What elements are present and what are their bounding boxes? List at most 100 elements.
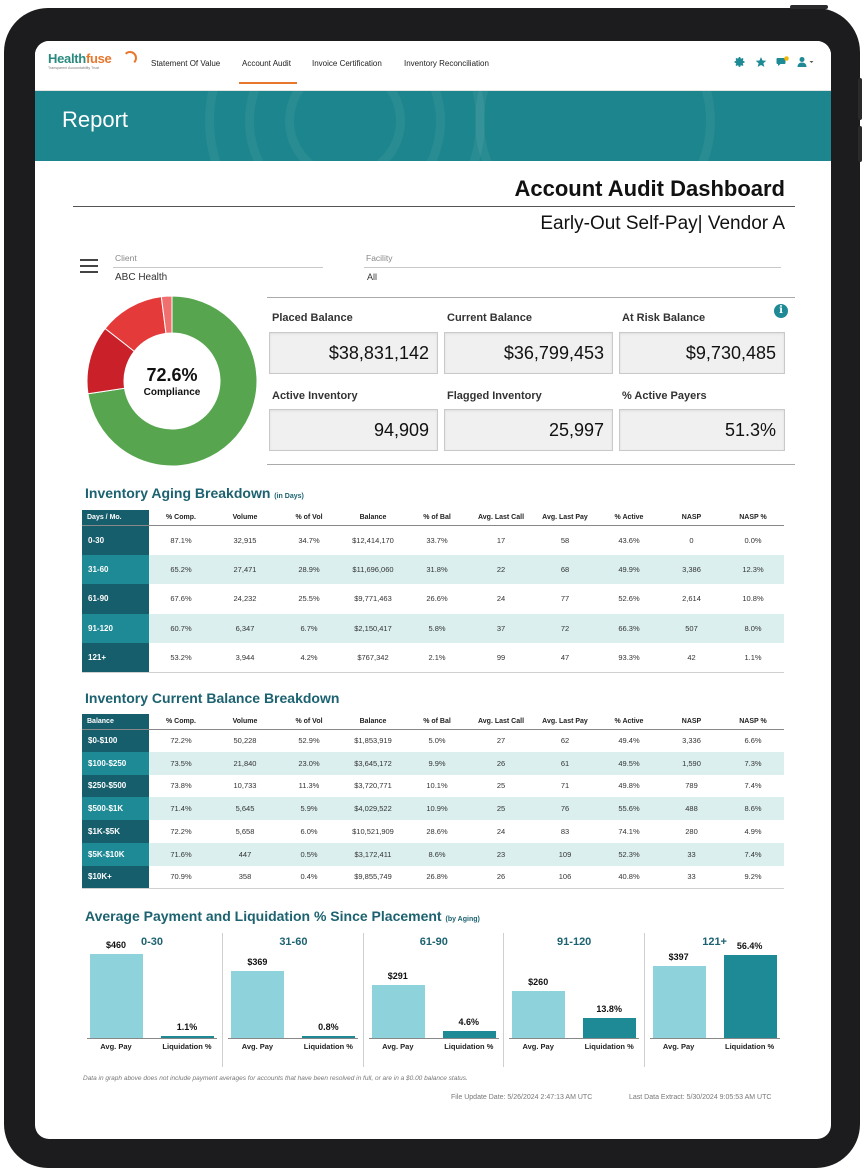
kpi-label-placed-balance: Placed Balance [272, 312, 353, 324]
report-banner: Report [35, 91, 831, 161]
user-icon[interactable] [797, 56, 815, 68]
aging-header-cell[interactable]: Volume [213, 510, 277, 526]
avg-pay-bar[interactable] [90, 954, 143, 1038]
info-icon[interactable]: i [774, 304, 788, 318]
chart-baseline [368, 1038, 499, 1039]
liquidation-bar[interactable] [583, 1017, 637, 1038]
nav-statement-of-value[interactable]: Statement Of Value [151, 59, 221, 68]
balance-cell: 27 [469, 729, 533, 752]
chart-panel-title: 91-120 [557, 936, 592, 948]
aging-table-row: 31-60 65.2% 27,471 28.9% $11,696,060 31.8% 22 6… [82, 554, 784, 584]
aging-header-row: Days / Mo.% Comp. Volume% of Vol Balance% … [82, 510, 784, 526]
payment-section-title: Average Payment and Liquidation % Since … [85, 908, 480, 924]
avg-pay-bar[interactable] [652, 965, 706, 1038]
balance-header-cell[interactable]: Avg. Last Pay [533, 714, 597, 730]
balance-cell: 358 [213, 865, 277, 890]
liquidation-value: 4.6% [458, 1017, 480, 1028]
aging-header-cell[interactable]: NASP % [722, 510, 784, 526]
aging-section-title: Inventory Aging Breakdown (in Days) [85, 485, 304, 501]
aging-cell: 67.6% [149, 584, 213, 614]
aging-cell: 58 [533, 525, 597, 555]
aging-cell: 87.1% [149, 525, 213, 555]
aging-header-cell[interactable]: % Comp. [149, 510, 213, 526]
aging-cell: 6,347 [213, 613, 277, 643]
aging-header-cell[interactable]: Avg. Last Pay [533, 510, 597, 526]
chart-panel-0-30: 0-30 $460 1.1% Avg. Pay Liquidation % [82, 933, 222, 1067]
aging-table-row: 0-30 87.1% 32,915 34.7% $12,414,170 33.7% 17 58… [82, 525, 784, 555]
aging-header-cell[interactable]: % of Vol [277, 510, 341, 526]
aging-header-cell[interactable]: Days / Mo. [82, 510, 149, 526]
facility-filter-select[interactable]: All [367, 272, 378, 282]
liquidation-label: Liquidation % [162, 1042, 212, 1051]
avg-pay-bar[interactable] [231, 970, 285, 1038]
nav-active-indicator [239, 82, 297, 84]
balance-header-cell[interactable]: Balance [341, 714, 405, 730]
balance-cell: 71 [533, 774, 597, 798]
kpi-value-active-inventory: 94,909 [269, 409, 438, 451]
aging-header-cell[interactable]: Avg. Last Call [469, 510, 533, 526]
chart-footnote: Data in graph above does not include pay… [83, 1075, 468, 1082]
title-divider [73, 206, 795, 207]
chart-panel-title: 121+ [702, 936, 727, 948]
balance-cell: 21,840 [213, 751, 277, 775]
gear-icon[interactable] [734, 56, 746, 68]
chat-badge-icon[interactable] [776, 56, 789, 68]
balance-cell: 10,733 [213, 774, 277, 798]
client-filter-select[interactable]: ABC Health [115, 272, 168, 283]
aging-header-cell[interactable]: Balance [341, 510, 405, 526]
aging-cell: 49.9% [597, 554, 661, 584]
liquidation-bar[interactable] [442, 1031, 496, 1038]
kpi-value-at-risk-balance: $9,730,485 [619, 332, 785, 374]
aging-header-cell[interactable]: % of Bal [405, 510, 469, 526]
balance-cell: 7.4% [722, 842, 784, 866]
liquidation-bar[interactable] [161, 1036, 214, 1038]
aging-header-cell[interactable]: % Active [597, 510, 661, 526]
balance-header-cell[interactable]: Avg. Last Call [469, 714, 533, 730]
kpi-bottom-rule [267, 464, 795, 465]
facility-filter-underline [364, 267, 781, 268]
kpi-label-active-payers: % Active Payers [622, 390, 707, 402]
balance-header-cell[interactable]: % Active [597, 714, 661, 730]
balance-cell: 72.2% [149, 820, 213, 843]
nav-inventory-reconciliation[interactable]: Inventory Reconciliation [404, 59, 489, 68]
balance-cell: 62 [533, 729, 597, 752]
aging-cell: 34.7% [277, 525, 341, 555]
balance-cell: $9,855,749 [341, 865, 405, 890]
liquidation-bar[interactable] [723, 955, 777, 1038]
aging-cell: 3,944 [213, 643, 277, 673]
avg-pay-bar[interactable] [371, 984, 425, 1038]
balance-row-label: $100-$250 [82, 751, 149, 775]
file-update-date: File Update Date: 5/26/2024 2:47:13 AM U… [451, 1094, 593, 1101]
aging-cell: 4.2% [277, 643, 341, 673]
chart-baseline [649, 1038, 780, 1039]
aging-header-cell[interactable]: NASP [661, 510, 722, 526]
healthfuse-logo[interactable]: Healthfuse Transparent Accountability Tr… [48, 51, 138, 75]
balance-cell: 280 [661, 820, 722, 843]
logo-arc-icon [123, 51, 137, 65]
avg-pay-bar[interactable] [512, 990, 566, 1038]
liquidation-bar[interactable] [302, 1036, 356, 1038]
star-icon[interactable] [755, 56, 767, 68]
balance-header-cell[interactable]: Volume [213, 714, 277, 730]
dashboard-subtitle: Early-Out Self-Pay| Vendor A [540, 213, 785, 234]
aging-cell: 10.8% [722, 584, 784, 614]
nav-account-audit[interactable]: Account Audit [242, 59, 291, 68]
balance-header-cell[interactable]: Balance [82, 714, 149, 730]
balance-header-cell[interactable]: % Comp. [149, 714, 213, 730]
balance-table-row: $10K+ 70.9% 358 0.4% $9,855,749 26.8% 26 106 40.… [82, 865, 784, 890]
liquidation-value: 56.4% [736, 941, 763, 951]
balance-header-cell[interactable]: NASP [661, 714, 722, 730]
balance-header-cell[interactable]: % of Vol [277, 714, 341, 730]
nav-invoice-certification[interactable]: Invoice Certification [312, 59, 382, 68]
balance-cell: 1,590 [661, 751, 722, 775]
liquidation-value: 1.1% [176, 1022, 198, 1032]
menu-icon[interactable] [80, 259, 98, 273]
balance-cell: $3,645,172 [341, 751, 405, 775]
balance-header-cell[interactable]: % of Bal [405, 714, 469, 730]
aging-cell: 32,915 [213, 525, 277, 555]
aging-cell: 93.3% [597, 643, 661, 673]
balance-header-cell[interactable]: NASP % [722, 714, 784, 730]
aging-table: Days / Mo.% Comp. Volume% of Vol Balance% … [82, 510, 784, 673]
balance-cell: 49.5% [597, 751, 661, 775]
balance-header-row: Balance% Comp. Volume% of Vol Balance% of … [82, 714, 784, 730]
